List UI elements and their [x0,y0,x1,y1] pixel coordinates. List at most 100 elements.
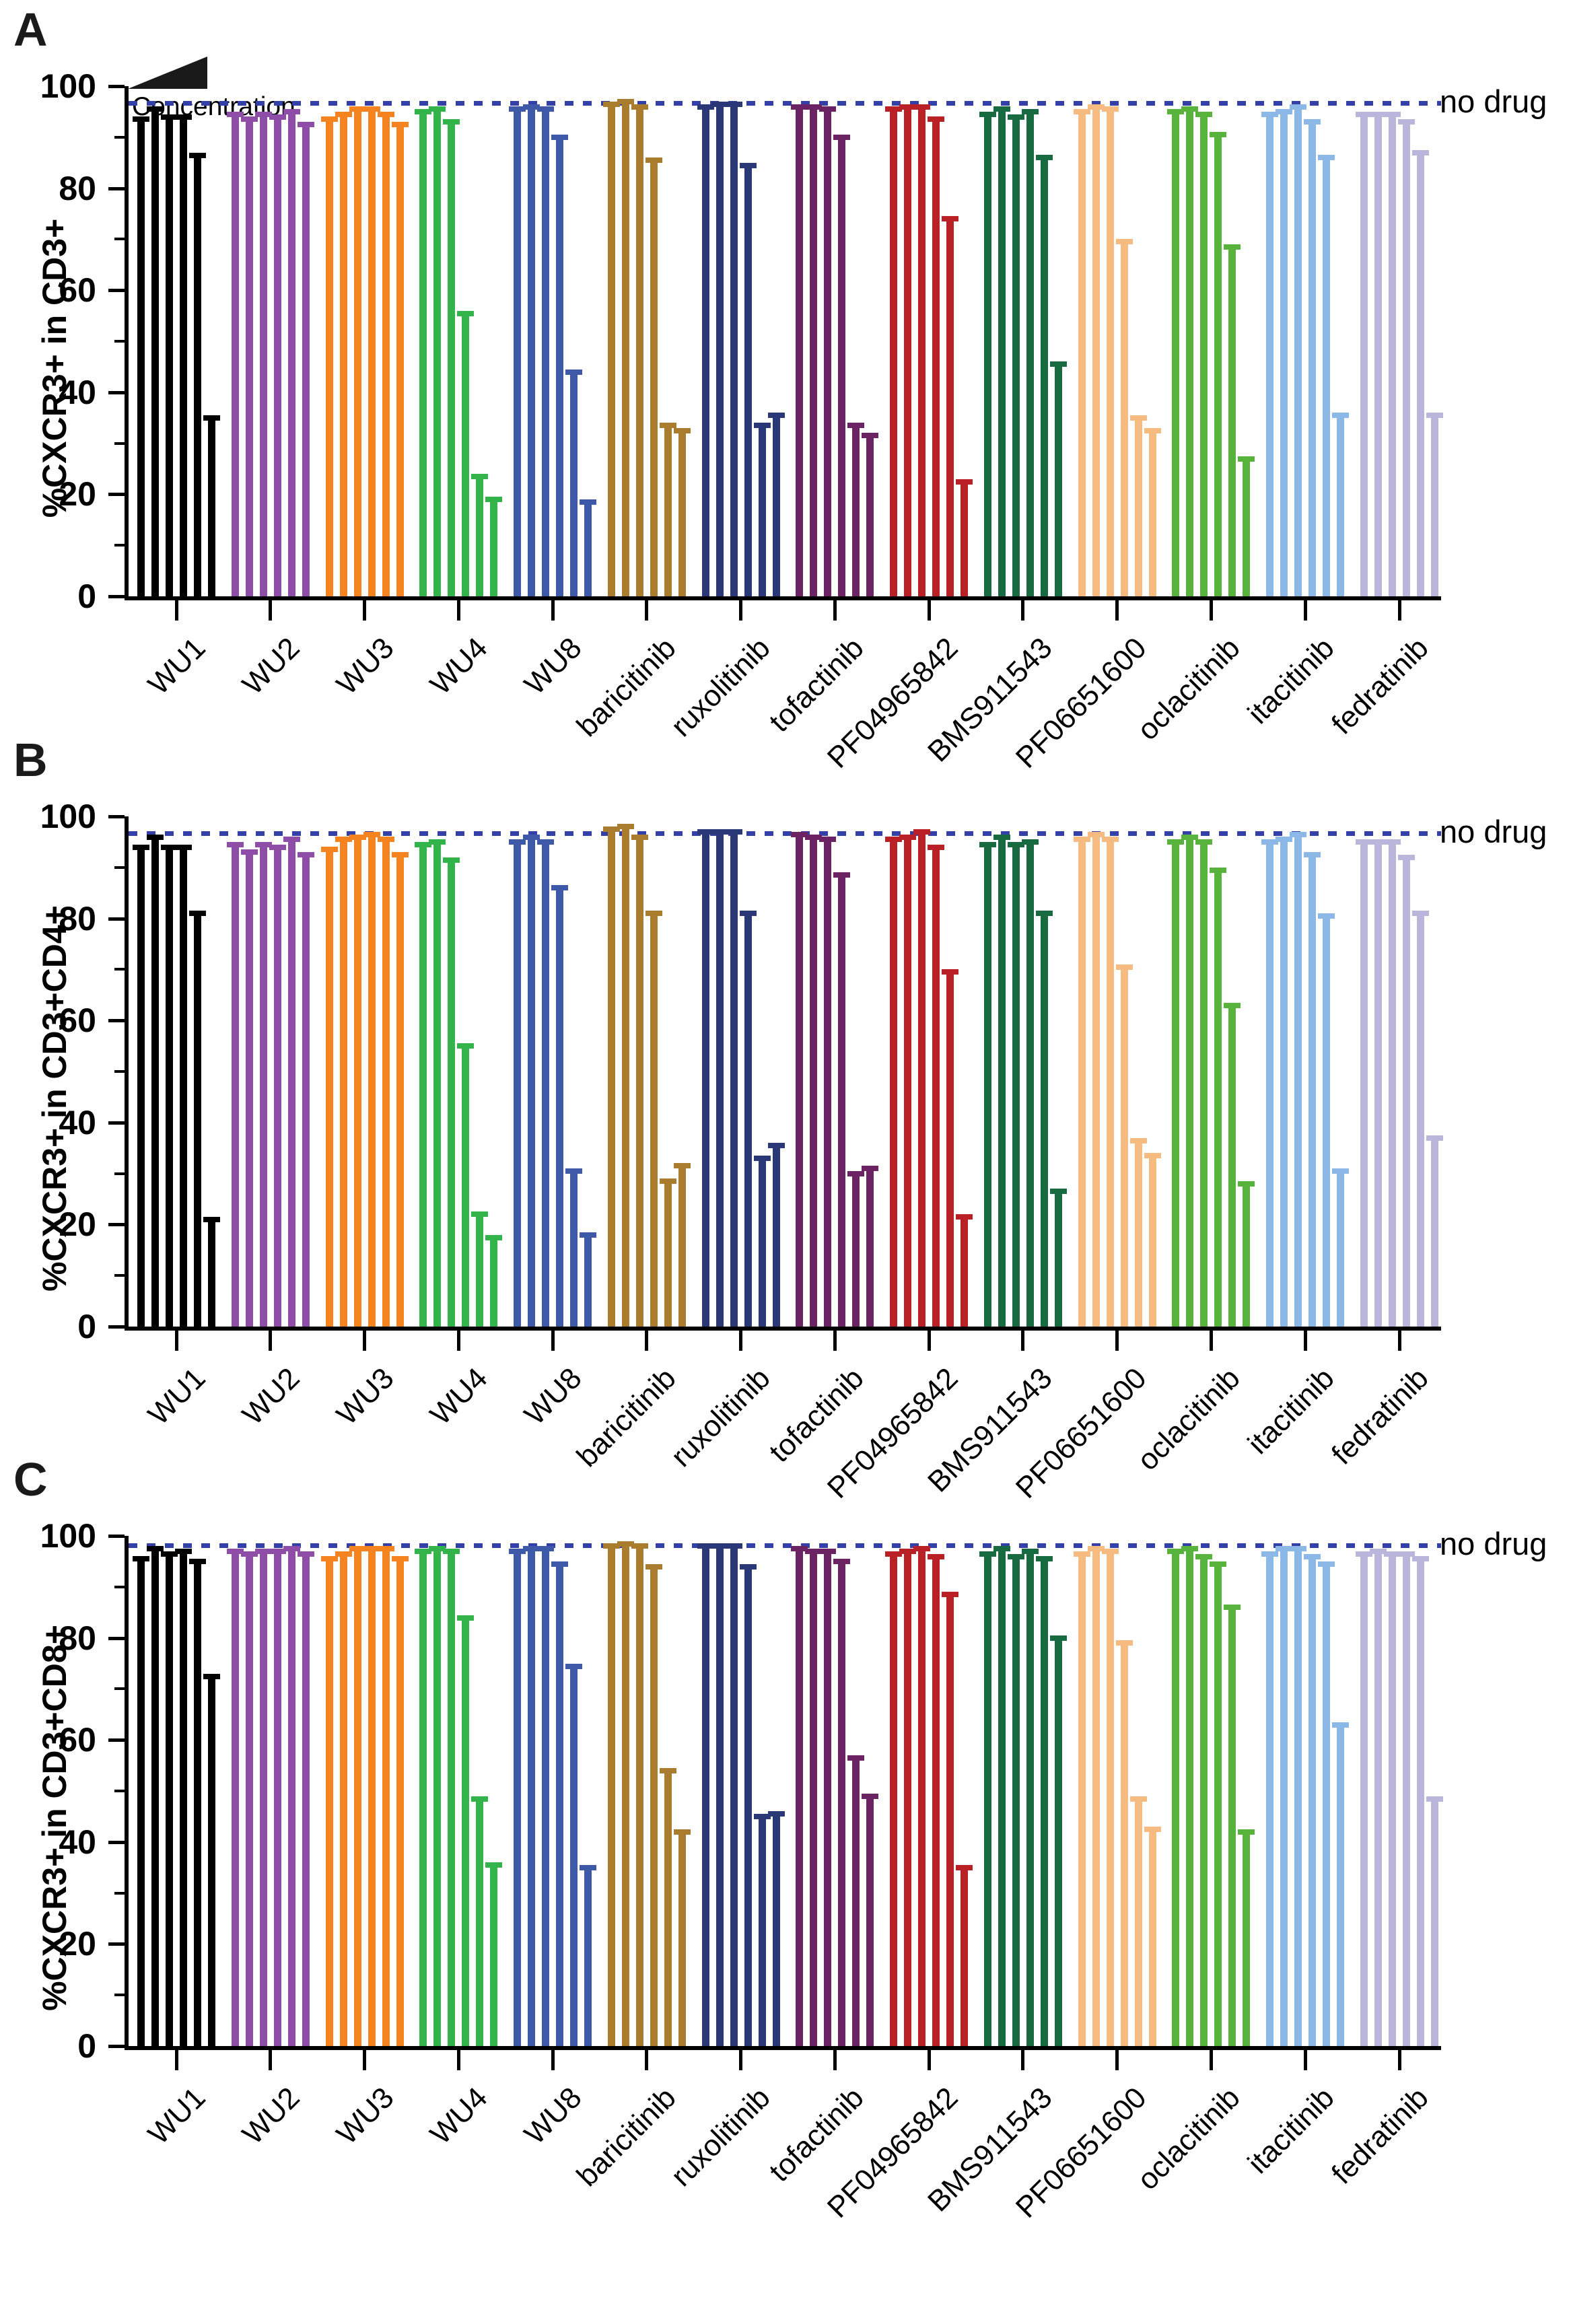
bar [1384,1551,1401,2046]
x-axis-tick [927,600,931,621]
bar [1167,839,1185,1327]
bar [443,857,460,1327]
bar [1129,1137,1147,1327]
y-axis-tick-label: 60 [59,271,96,310]
y-axis-tick [108,1325,125,1329]
bar-cap [1129,1137,1147,1143]
x-axis-tick [739,600,743,621]
bar [537,1546,555,2046]
bar [928,116,945,596]
bar-cap [979,841,996,847]
x-axis-tick [551,600,555,621]
bar-cap [1304,852,1321,858]
bar [377,111,394,596]
bar [993,106,1010,596]
bar-cap [283,1546,300,1552]
x-axis-tick [1115,600,1119,621]
bar [1049,1189,1067,1327]
bar-cap [254,841,272,847]
y-axis-minor-tick [114,1994,125,1997]
bar [697,1543,714,2046]
bar [1224,244,1241,596]
x-axis-tick [1209,600,1213,621]
bar-cap [862,1166,879,1172]
bar-cap [133,1556,149,1562]
bar-cap [415,841,432,847]
bar [133,844,149,1327]
bar-cap [711,829,728,835]
bar-cap [377,111,394,117]
y-axis-tick-label: 80 [59,169,96,207]
bar [377,1546,394,2046]
bar-cap [1167,1548,1185,1554]
bar-cap [1195,1553,1213,1559]
bar [711,1543,728,2046]
bar [1370,839,1387,1327]
bar [805,834,823,1327]
bar [161,844,178,1327]
bar [913,1546,931,2046]
bar [602,826,620,1327]
y-axis-tick [108,289,125,293]
bar [1370,111,1387,596]
bar-cap [767,413,785,419]
bar [349,834,366,1327]
bar-cap [1073,837,1090,843]
bar-cap [1426,1135,1443,1141]
concentration-triangle-icon [128,57,207,89]
bar-cap [1073,109,1090,115]
y-axis-tick [108,1535,125,1538]
bar-cap [1195,111,1213,117]
bar-cap [297,1551,314,1557]
bar-cap [1426,1796,1443,1802]
bar [1021,839,1039,1327]
bar-cap [1398,1551,1415,1557]
x-axis-tick [269,2050,273,2070]
bar [1261,1551,1279,2046]
bar [240,116,258,596]
bar-cap [283,837,300,843]
bar-cap [254,111,272,117]
bar-cap [471,1211,489,1218]
y-axis-tick-label: 100 [40,798,96,835]
bar-cap [1049,1189,1067,1195]
bar [602,101,620,596]
bar-cap [1021,1548,1039,1554]
bar [847,423,865,596]
bar [471,474,489,596]
bar-cap [979,111,996,117]
bar-cap [509,106,526,112]
bar-cap [1167,839,1185,845]
plot-area: WU1 WU2 WU3 WU4 WU8 baricitinib ruxolitinib tof… [125,86,1443,775]
bar [942,1592,959,2046]
bar [711,101,728,596]
bar [1426,413,1443,596]
bar-cap [1101,1548,1119,1554]
bar [363,106,380,596]
bar [631,104,648,596]
x-axis-tick [833,600,837,621]
y-axis-tick-label: 0 [77,2027,96,2065]
bar [523,1546,540,2046]
bar-cap [391,852,409,858]
bar [767,1143,785,1327]
bar [1129,1796,1147,2046]
bar [928,1553,945,2046]
bar-cap [1167,109,1185,115]
bar-cap [1181,1546,1199,1552]
bar [415,109,432,596]
bar-cap [1049,361,1067,367]
bar-cap [1356,839,1372,845]
bar [1318,913,1335,1327]
x-axis-tick [174,2050,178,2070]
bar [175,114,192,596]
x-axis-tick [927,1331,931,1351]
bar [673,427,691,596]
bar-cap [1144,427,1161,433]
bar [1195,111,1213,596]
bar [1384,839,1401,1327]
bar [739,1563,757,2046]
bar-cap [471,1796,489,1802]
bar-cap [335,111,352,117]
bar [697,829,714,1327]
